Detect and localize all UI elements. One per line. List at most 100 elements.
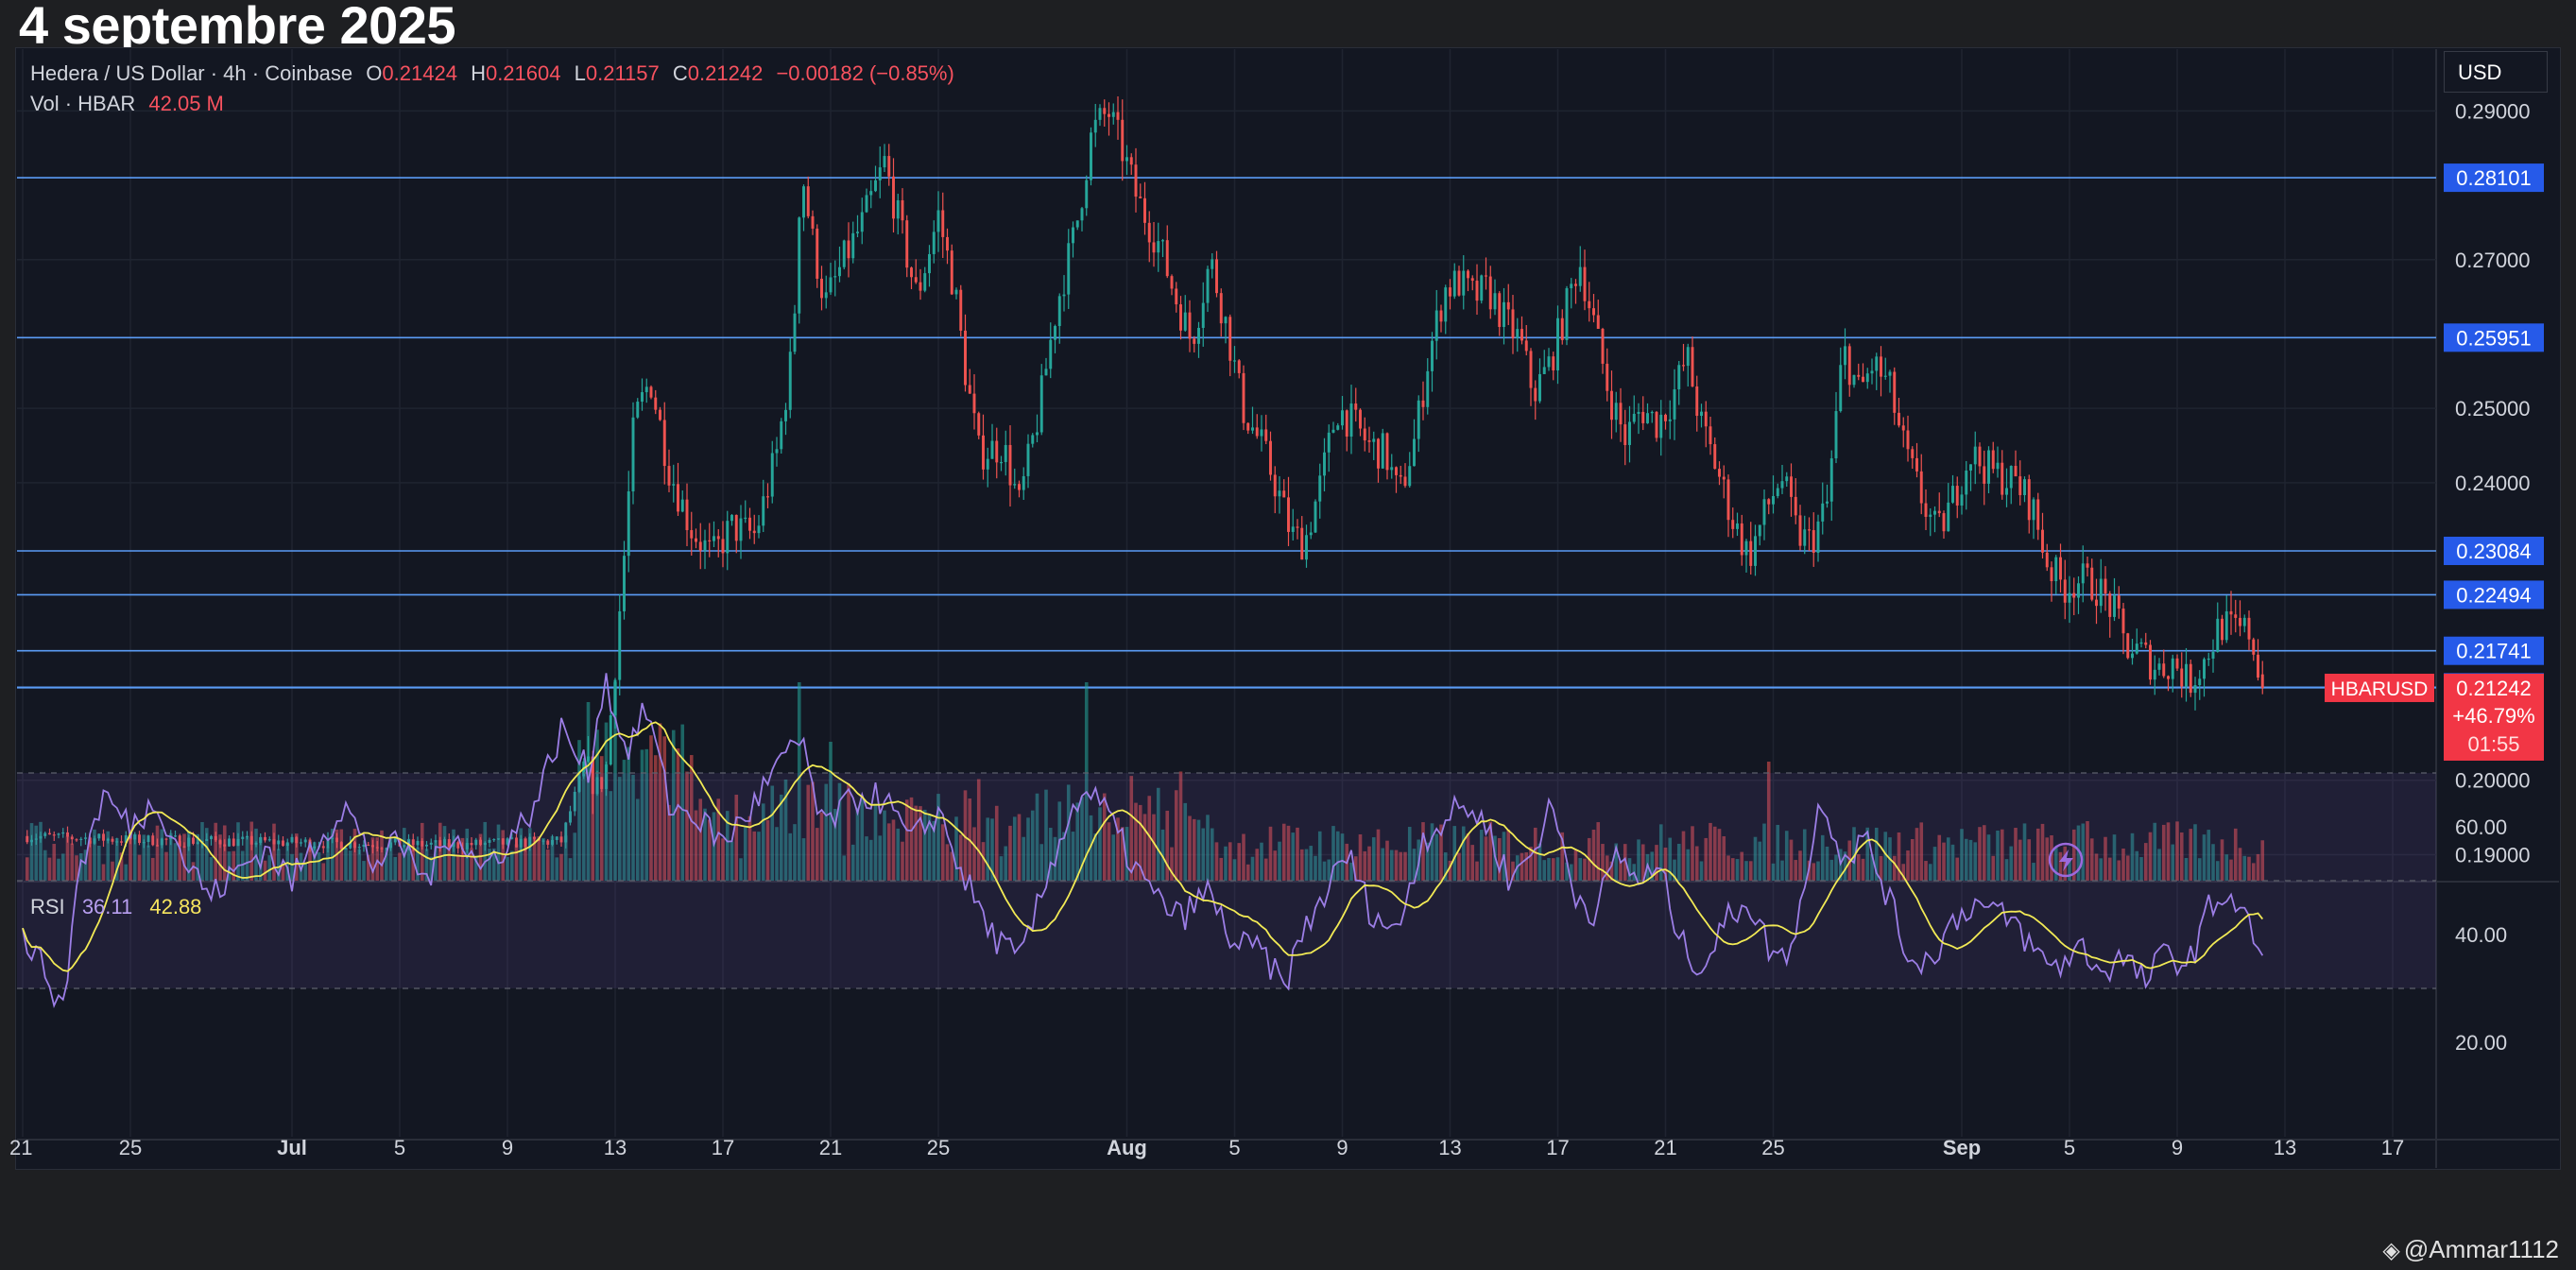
candle-body — [1439, 310, 1443, 322]
volume-bar — [1668, 837, 1673, 881]
candle-body — [465, 843, 469, 850]
candle-body — [1677, 365, 1681, 390]
volume-bar — [865, 836, 868, 881]
volume-bar — [281, 865, 285, 881]
volume-bar — [1385, 840, 1389, 881]
volume-bar — [581, 767, 586, 881]
candle-body — [1893, 371, 1897, 413]
volume-bar — [1165, 810, 1170, 881]
candle-body — [138, 834, 141, 843]
candle-body — [690, 530, 694, 539]
volume-bar — [1475, 861, 1479, 881]
candle-body — [447, 839, 451, 848]
candle-body — [1503, 301, 1505, 327]
candle-body — [1072, 227, 1074, 244]
volume-bar — [644, 748, 649, 881]
volume-bar — [1017, 814, 1022, 881]
candle-body — [1951, 486, 1954, 503]
volume-bar — [1730, 858, 1735, 881]
time-tick-label: 13 — [1438, 1136, 1461, 1159]
volume-bar — [1232, 859, 1237, 881]
volume-bar — [1986, 834, 1991, 881]
candle-body — [1614, 403, 1618, 420]
volume-bar — [680, 724, 685, 881]
volume-bar — [2207, 830, 2211, 881]
candle-body — [1354, 403, 1358, 410]
candle-body — [1857, 374, 1861, 377]
candle-body — [1574, 283, 1577, 286]
volume-bar — [2215, 861, 2220, 881]
volume-bar — [164, 851, 168, 881]
candle-body — [1960, 494, 1964, 506]
candle-body — [1269, 440, 1272, 475]
volume-bar — [2202, 834, 2207, 881]
volume-bar — [263, 860, 267, 881]
volume-bar — [1322, 861, 1327, 881]
candle-body — [2121, 609, 2125, 634]
volume-bar — [1421, 822, 1425, 881]
candle-body — [1434, 310, 1438, 341]
volume-bar — [83, 850, 88, 881]
candle-body — [1839, 365, 1843, 412]
candle-body — [1847, 346, 1851, 386]
volume-bar — [43, 850, 47, 881]
candle-body — [613, 679, 617, 715]
volume-bar — [886, 823, 891, 881]
level-badge — [2444, 323, 2544, 352]
candle-body — [510, 837, 514, 839]
volume-bar — [922, 809, 927, 881]
volume-bar — [1964, 838, 1968, 881]
volume-bar — [689, 755, 694, 881]
candle-body — [959, 289, 963, 331]
candle-body — [456, 842, 460, 849]
volume-bar — [752, 831, 757, 881]
ohlc-open: O0.21424 — [366, 61, 457, 85]
candle-body — [1498, 293, 1502, 327]
candle-body — [385, 848, 388, 850]
candle-body — [1776, 488, 1779, 496]
rsi-label[interactable]: RSI — [30, 895, 65, 918]
symbol-label[interactable]: Hedera / US Dollar · 4h · Coinbase — [30, 61, 353, 85]
volume-bar — [1596, 822, 1601, 881]
candle-body — [34, 838, 38, 840]
volume-bar — [1771, 863, 1776, 881]
symbol-badge — [2325, 673, 2434, 702]
candle-body — [2203, 659, 2206, 679]
candle-body — [515, 837, 518, 848]
volume-bar — [1524, 851, 1529, 881]
volume-bar — [2050, 834, 2053, 881]
volume-bar — [366, 854, 370, 881]
candle-body — [371, 845, 374, 848]
currency-button[interactable]: USD — [2444, 51, 2548, 93]
lightning-icon[interactable] — [2048, 842, 2084, 878]
volume-bar — [1551, 858, 1555, 881]
candle-body — [2081, 563, 2085, 584]
candle-body — [1803, 529, 1807, 546]
volume-bar — [932, 820, 936, 881]
volume-bar — [640, 749, 644, 881]
candle-body — [1996, 462, 2000, 470]
volume-bar — [1188, 815, 1192, 881]
volume-bar — [2076, 825, 2081, 881]
candle-body — [2193, 685, 2197, 694]
candle-body — [470, 843, 473, 846]
candle-body — [685, 499, 689, 531]
candle-body — [2224, 610, 2228, 641]
volume-bar — [1726, 855, 1730, 881]
volume-label[interactable]: Vol · HBAR — [30, 92, 136, 115]
volume-bar — [60, 853, 65, 881]
candle-body — [2099, 578, 2103, 607]
volume-bar — [2189, 829, 2193, 881]
candle-body — [883, 156, 886, 168]
volume-bar — [986, 817, 990, 881]
candle-body — [79, 838, 83, 841]
volume-bar — [1780, 860, 1784, 881]
ohlc-row: Hedera / US Dollar · 4h · Coinbase O0.21… — [30, 59, 962, 89]
candle-body — [1534, 387, 1537, 402]
volume-bar — [447, 843, 452, 881]
volume-bar — [1820, 834, 1825, 881]
volume-bar — [2107, 857, 2112, 881]
volume-bar — [2251, 863, 2256, 881]
candle-body — [703, 540, 707, 551]
